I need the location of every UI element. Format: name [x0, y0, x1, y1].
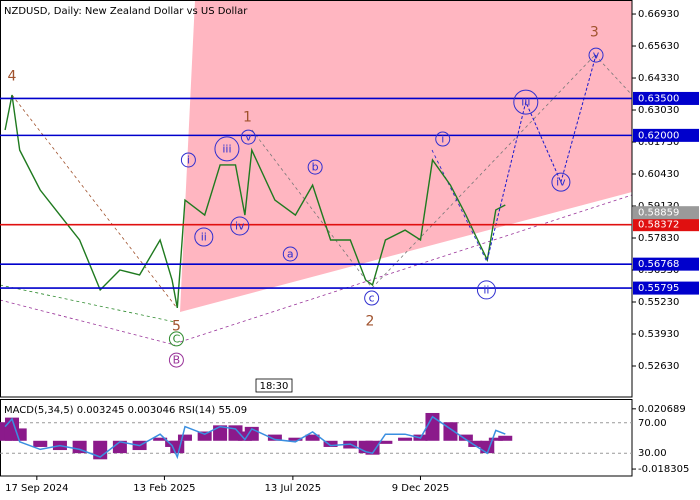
wave-circle: [168, 352, 184, 368]
macd-bar: [213, 425, 228, 441]
macd-bar: [12, 428, 27, 441]
y-tick-label: 0.66930: [638, 9, 679, 20]
wave-label: iv: [235, 219, 245, 232]
macd-bar: [153, 437, 168, 441]
wave-label: ii: [483, 283, 489, 296]
x-tick-label: 13 Jul 2025: [265, 483, 322, 494]
y-tick-label: 0.53930: [638, 329, 679, 340]
wave-label: 1: [243, 109, 252, 125]
wave-line: [431, 149, 488, 263]
rsi-line: [4, 415, 506, 460]
current-price-label: 0.58859: [638, 208, 679, 219]
macd-bar: [33, 440, 48, 447]
wave-label: i: [187, 153, 190, 166]
wave-circle: [230, 216, 250, 236]
level-label: 0.58372: [638, 220, 679, 231]
level-label: 0.56768: [638, 259, 679, 270]
wave-label: iii: [222, 142, 231, 155]
wave-circle: [588, 47, 604, 63]
wave-label: 5: [172, 319, 181, 335]
macd-bar: [488, 437, 503, 441]
forecast-line: [486, 54, 597, 261]
current-price-box: [633, 206, 699, 220]
target-zone: [180, 0, 632, 312]
macd-bar: [378, 440, 393, 444]
price-line: [4, 94, 506, 309]
wave-line: [0, 299, 176, 346]
wave-circle: [282, 246, 298, 262]
level-label: 0.55795: [638, 283, 679, 294]
wave-circle: [476, 280, 496, 300]
wave-circle: [214, 136, 240, 162]
chart-title: NZDUSD, Daily: New Zealand Dollar vs US …: [4, 6, 248, 17]
level-box: [633, 91, 699, 105]
wave-label: i: [441, 133, 444, 146]
wave-label: 4: [8, 69, 17, 85]
y-tick-label: 0.61730: [638, 137, 679, 148]
wave-label: B: [173, 354, 181, 367]
macd-tick-label: 0.020689: [638, 404, 686, 415]
wave-circle: [168, 331, 184, 347]
x-tick-label: 17 Sep 2024: [5, 483, 68, 494]
macd-bar: [267, 434, 282, 441]
level-label: 0.63500: [638, 93, 679, 104]
y-tick-label: 0.60430: [638, 169, 679, 180]
macd-bar: [365, 440, 380, 455]
macd-bar: [458, 434, 473, 441]
wave-circle: [307, 159, 323, 175]
wave-label: c: [369, 292, 375, 305]
wave-label: ii: [201, 231, 207, 244]
wave-line: [11, 94, 178, 309]
wave-circle: [194, 227, 214, 247]
wave-label: v: [593, 49, 600, 62]
wave-label: C: [173, 332, 181, 345]
wave-circle: [435, 131, 451, 147]
macd-bar: [288, 437, 303, 441]
wave-line: [179, 194, 633, 343]
y-tick-label: 0.57830: [638, 233, 679, 244]
wave-label: iii: [521, 96, 530, 109]
main-frame: [0, 0, 633, 398]
time-box: [255, 378, 293, 393]
rsi-tick-label: 70.00: [638, 418, 667, 429]
wave-label: 2: [365, 313, 374, 329]
indicator-title: MACD(5,34,5) 0.003245 0.003046 RSI(14) 5…: [4, 405, 247, 416]
macd-bar: [177, 434, 192, 441]
wave-lines: [0, 54, 633, 346]
level-box: [633, 281, 699, 295]
macd-bar: [197, 431, 212, 441]
macd-bar: [323, 440, 338, 447]
wave-circle: [240, 129, 256, 145]
y-tick-label: 0.65630: [638, 41, 679, 52]
level-box: [633, 218, 699, 232]
wave-label: iv: [556, 176, 566, 189]
macd-bar: [498, 435, 513, 441]
wave-label: 3: [590, 24, 599, 40]
level-box: [633, 128, 699, 142]
wave-circle: [513, 89, 539, 115]
wave-label: v: [245, 131, 252, 144]
y-tick-label: 0.55230: [638, 297, 679, 308]
wave-circle: [551, 172, 571, 192]
wave-circle: [364, 290, 380, 306]
wave-circle: [180, 152, 196, 168]
x-tick-label: 13 Feb 2025: [133, 483, 195, 494]
macd-tick-label: -0.018305: [638, 464, 689, 475]
level-label: 0.62000: [638, 130, 679, 141]
x-tick-label: 9 Dec 2025: [392, 483, 450, 494]
macd-bar: [305, 434, 320, 441]
level-box: [633, 257, 699, 271]
time-label: 18:30: [260, 381, 289, 392]
wave-label: a: [287, 248, 294, 261]
macd-bar: [398, 437, 413, 441]
macd-bar: [468, 440, 483, 447]
wave-label: b: [312, 161, 319, 174]
y-tick-label: 0.52630: [638, 361, 679, 372]
y-tick-label: 0.64330: [638, 73, 679, 84]
rsi-tick-label: 30.00: [638, 448, 667, 459]
y-tick-label: 0.63030: [638, 105, 679, 116]
